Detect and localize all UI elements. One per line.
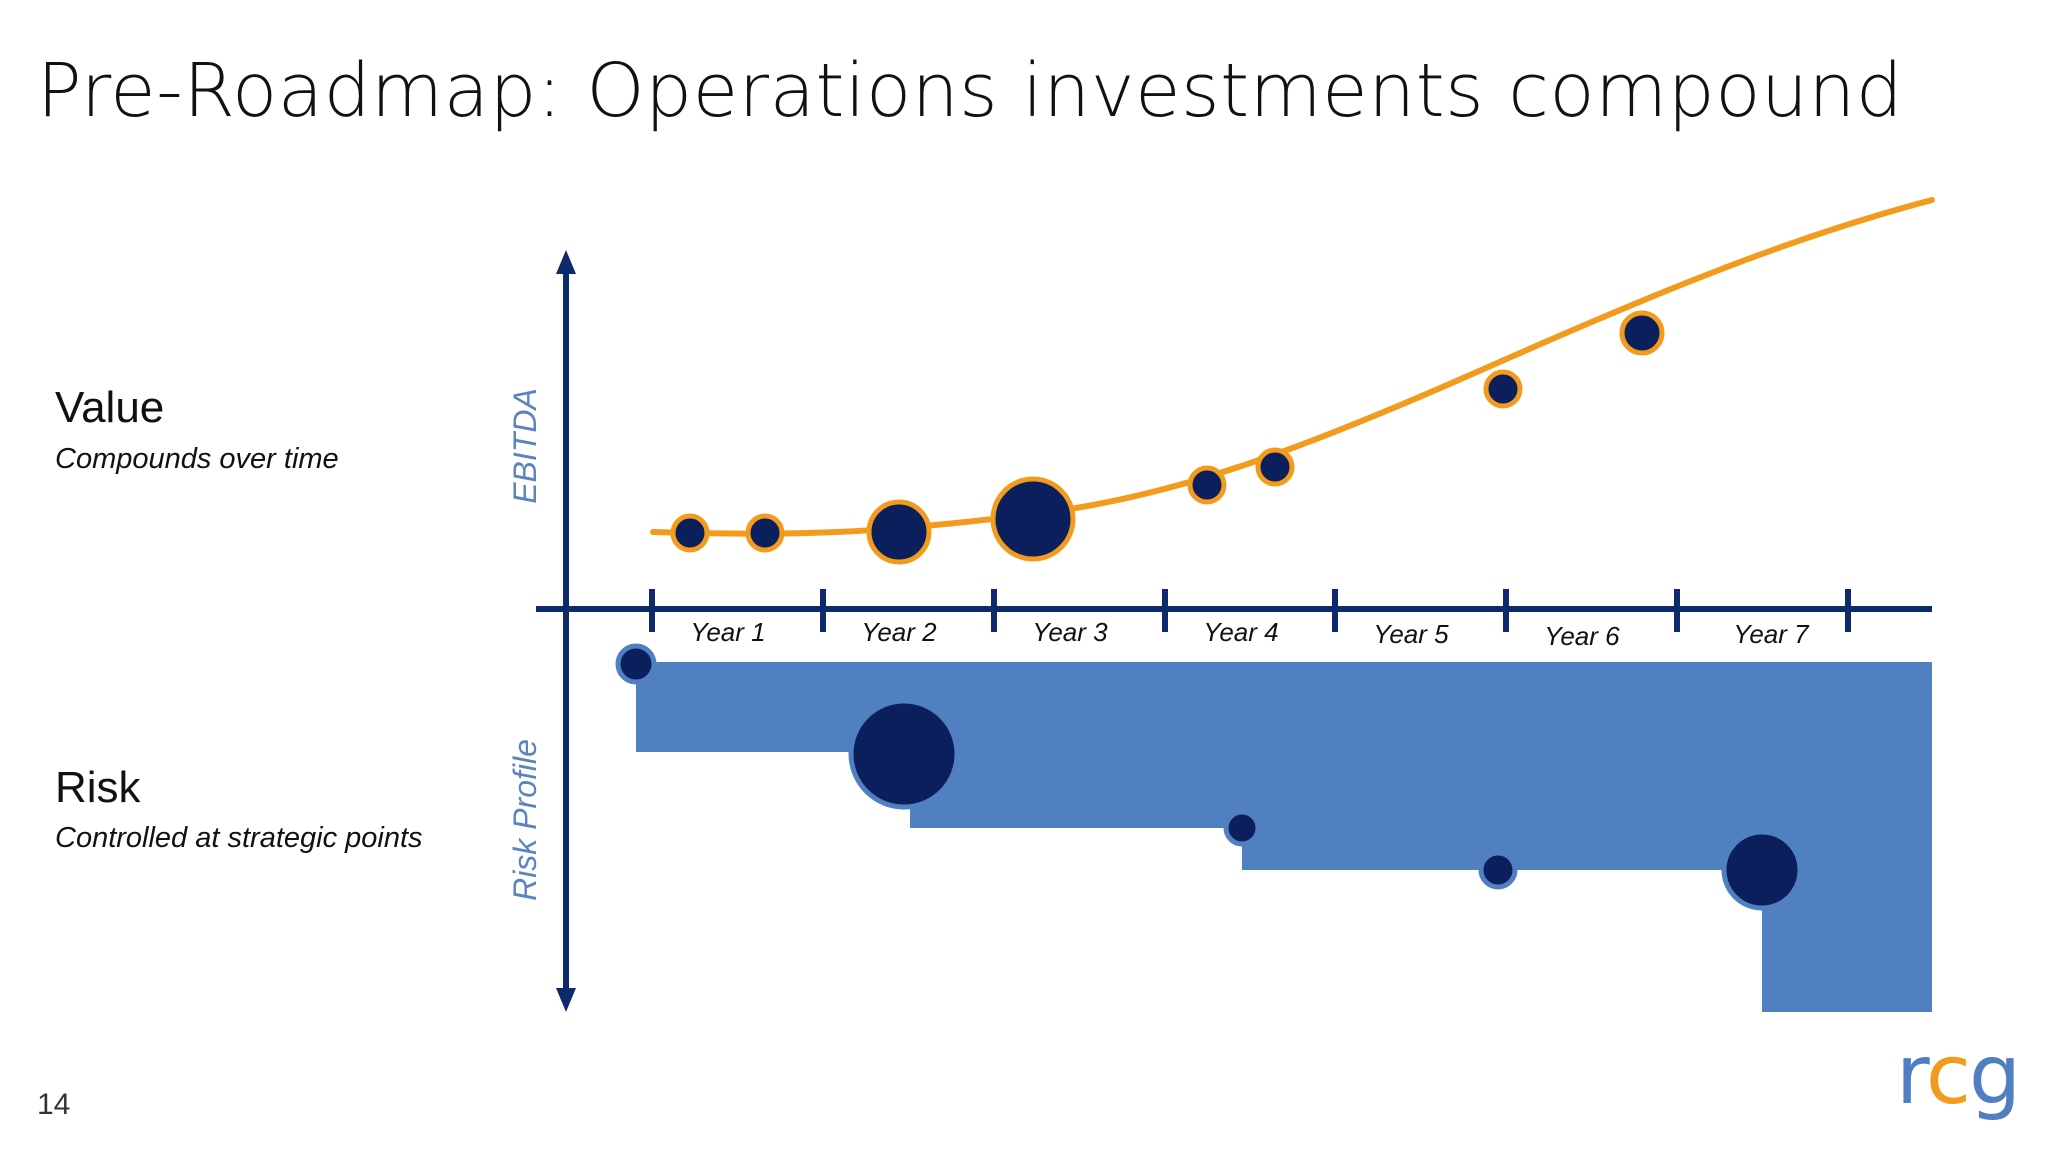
page-number: 14 xyxy=(37,1088,71,1121)
logo-letter-c: c xyxy=(1925,1028,1971,1123)
investment-dot xyxy=(745,513,785,553)
risk-dot xyxy=(1223,809,1261,847)
timeline-ticks xyxy=(649,589,1851,632)
year-label: Year 4 xyxy=(1203,617,1278,647)
risk-dot xyxy=(1721,829,1803,911)
investment-dot xyxy=(1619,310,1665,356)
year-label: Year 2 xyxy=(861,617,937,647)
investment-dot xyxy=(990,476,1076,562)
year-label: Year 7 xyxy=(1733,619,1810,649)
risk-profile-axis-label: Risk Profile xyxy=(507,739,543,901)
investment-dot xyxy=(1483,369,1523,409)
risk-dot xyxy=(848,698,960,810)
logo-letter-r: r xyxy=(1896,1028,1928,1123)
investment-dot xyxy=(866,499,932,565)
value-heading: Value xyxy=(55,383,165,432)
year-label: Year 5 xyxy=(1373,619,1449,649)
risk-profile-area xyxy=(636,662,1932,1012)
ebitda-curve xyxy=(650,197,1935,537)
risk-subheading: Controlled at strategic points xyxy=(55,822,423,854)
investment-dot xyxy=(670,513,710,553)
risk-control-dots xyxy=(615,643,1803,911)
axis-arrow-down-icon xyxy=(556,988,576,1012)
risk-dot xyxy=(1478,850,1518,890)
logo-letter-g: g xyxy=(1969,1028,2021,1123)
year-label: Year 6 xyxy=(1544,621,1620,651)
investment-dot xyxy=(1187,465,1227,505)
rcg-logo: rcg xyxy=(1896,1035,2021,1117)
year-label: Year 1 xyxy=(690,617,765,647)
value-subheading: Compounds over time xyxy=(55,443,339,475)
axis-arrow-up-icon xyxy=(556,250,576,274)
year-label: Year 3 xyxy=(1032,617,1108,647)
investment-dots xyxy=(670,310,1665,565)
ebitda-axis-label: EBITDA xyxy=(507,388,543,504)
risk-heading: Risk xyxy=(55,763,141,812)
investment-dot xyxy=(1255,447,1295,487)
risk-dot xyxy=(615,643,657,685)
slide-title: Pre-Roadmap: Operations investments comp… xyxy=(37,48,1904,134)
